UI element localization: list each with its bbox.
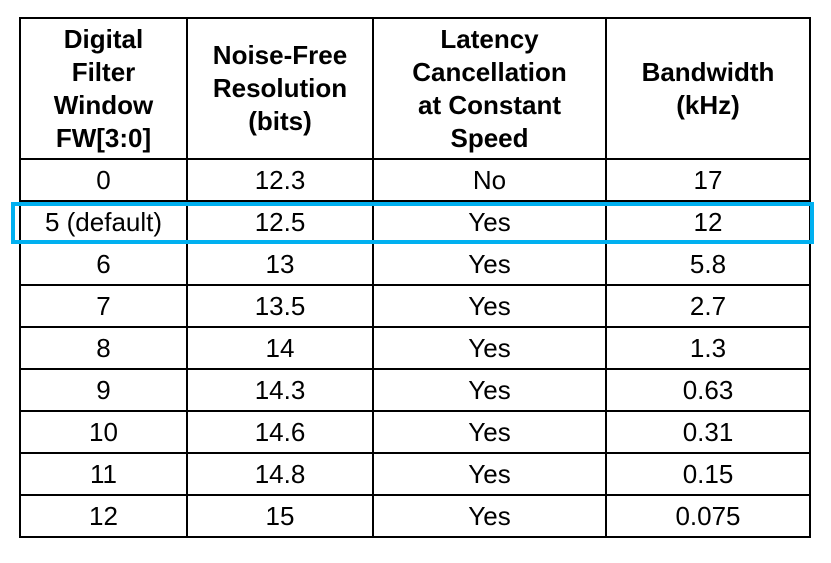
table-row: 9 14.3 Yes 0.63 [19,368,811,412]
cell-bandwidth: 0.31 [605,410,811,454]
cell-resolution: 15 [186,494,374,538]
header-label: Digital Filter Window FW[3:0] [53,23,154,153]
cell-latency-cancellation: Yes [372,494,607,538]
cell-fw: 11 [19,452,188,496]
cell-resolution: 13.5 [186,284,374,328]
table-row: 6 13 Yes 5.8 [19,242,811,286]
table-row: 12 15 Yes 0.075 [19,494,811,538]
cell-resolution: 14.6 [186,410,374,454]
cell-latency-cancellation: No [372,158,607,202]
table-row: 8 14 Yes 1.3 [19,326,811,370]
cell-fw: 9 [19,368,188,412]
cell-bandwidth: 0.63 [605,368,811,412]
cell-latency-cancellation: Yes [372,284,607,328]
table-row: 11 14.8 Yes 0.15 [19,452,811,496]
cell-bandwidth: 12 [605,200,811,244]
cell-bandwidth: 0.075 [605,494,811,538]
cell-latency-cancellation: Yes [372,200,607,244]
cell-bandwidth: 2.7 [605,284,811,328]
cell-bandwidth: 1.3 [605,326,811,370]
header-label: Noise-Free Resolution (bits) [212,40,348,136]
table-header-row: Digital Filter Window FW[3:0] Noise-Free… [19,17,811,160]
table-row: 7 13.5 Yes 2.7 [19,284,811,328]
header-digital-filter-window: Digital Filter Window FW[3:0] [19,17,188,160]
table-row: 10 14.6 Yes 0.31 [19,410,811,454]
cell-fw: 7 [19,284,188,328]
header-label: Bandwidth (kHz) [641,56,775,120]
cell-fw: 0 [19,158,188,202]
cell-bandwidth: 17 [605,158,811,202]
cell-latency-cancellation: Yes [372,326,607,370]
header-latency-cancellation: Latency Cancellation at Constant Speed [372,17,607,160]
cell-fw: 12 [19,494,188,538]
table-row: 0 12.3 No 17 [19,158,811,202]
cell-latency-cancellation: Yes [372,452,607,496]
header-label: Latency Cancellation at Constant Speed [412,23,567,153]
cell-latency-cancellation: Yes [372,242,607,286]
cell-resolution: 12.3 [186,158,374,202]
cell-latency-cancellation: Yes [372,410,607,454]
cell-fw: 10 [19,410,188,454]
cell-bandwidth: 0.15 [605,452,811,496]
cell-latency-cancellation: Yes [372,368,607,412]
table-row-highlighted: 5 (default) 12.5 Yes 12 [19,200,811,244]
cell-resolution: 14.3 [186,368,374,412]
cell-resolution: 12.5 [186,200,374,244]
header-bandwidth: Bandwidth (kHz) [605,17,811,160]
cell-resolution: 14.8 [186,452,374,496]
cell-bandwidth: 5.8 [605,242,811,286]
filter-window-table: Digital Filter Window FW[3:0] Noise-Free… [19,17,811,538]
cell-fw: 5 (default) [19,200,188,244]
cell-resolution: 13 [186,242,374,286]
cell-fw: 8 [19,326,188,370]
cell-resolution: 14 [186,326,374,370]
header-noise-free-resolution: Noise-Free Resolution (bits) [186,17,374,160]
cell-fw: 6 [19,242,188,286]
